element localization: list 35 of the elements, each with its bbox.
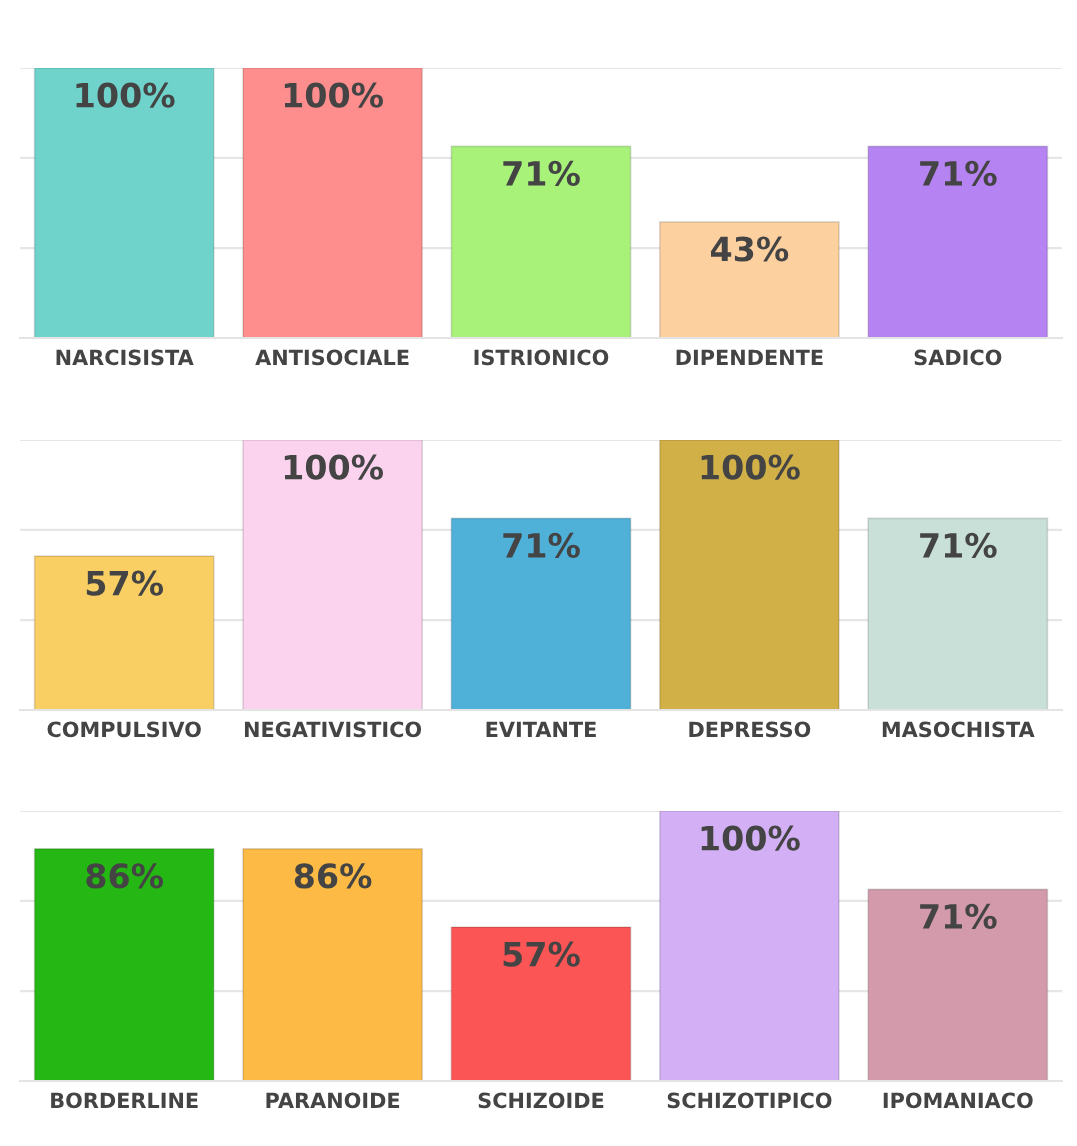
data-label: 100% bbox=[701, 454, 800, 480]
x-tick-label: PARANOIDE bbox=[266, 1092, 400, 1109]
data-label: 86% bbox=[86, 863, 164, 889]
data-label: 71% bbox=[503, 532, 580, 558]
x-tick-label: EVITANTE bbox=[486, 721, 596, 737]
x-tick-label: BORDERLINE bbox=[51, 1092, 198, 1109]
x-tick-label: ISTRIONICO bbox=[474, 349, 609, 366]
x-tick-label: SADICO bbox=[914, 349, 1002, 366]
x-tick-label: SCHIZOIDE bbox=[478, 1092, 604, 1109]
bar bbox=[33, 847, 215, 1081]
bar bbox=[450, 926, 632, 1081]
x-tick-label: MASOCHISTA bbox=[882, 721, 1035, 738]
x-tick-label: DIPENDENTE bbox=[676, 349, 823, 365]
data-label: 71% bbox=[503, 160, 580, 186]
data-label: 71% bbox=[920, 903, 997, 929]
data-label: 71% bbox=[920, 532, 997, 558]
data-label: 100% bbox=[284, 82, 384, 108]
x-tick-label: NEGATIVISTICO bbox=[244, 721, 422, 738]
data-label: 100% bbox=[284, 454, 384, 480]
data-label: 57% bbox=[503, 941, 580, 967]
x-tick-label: ANTISOCIALE bbox=[255, 349, 409, 366]
x-tick-label: IPOMANIACO bbox=[883, 1092, 1033, 1109]
data-label: 43% bbox=[711, 236, 789, 262]
data-label: 57% bbox=[86, 570, 164, 596]
data-label: 71% bbox=[920, 160, 997, 186]
data-label: 86% bbox=[294, 863, 372, 889]
x-tick-label: DEPRESSO bbox=[689, 721, 811, 738]
x-tick-label: SCHIZOTIPICO bbox=[667, 1092, 832, 1109]
data-label: 100% bbox=[76, 82, 175, 108]
data-label: 100% bbox=[701, 825, 800, 851]
bar bbox=[242, 847, 424, 1081]
bar bbox=[867, 888, 1049, 1081]
bar bbox=[658, 811, 840, 1081]
x-tick-label: NARCISISTA bbox=[56, 349, 194, 366]
x-tick-label: COMPULSIVO bbox=[47, 721, 201, 738]
